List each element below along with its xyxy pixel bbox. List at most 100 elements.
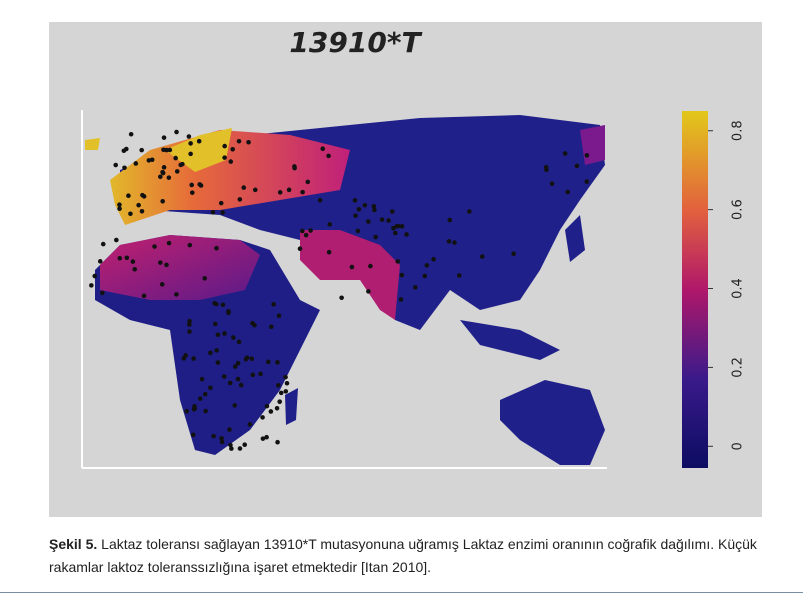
sample-site [317, 197, 323, 203]
sample-site [265, 359, 271, 365]
sample-site [213, 321, 218, 327]
sample-site [189, 182, 195, 188]
sample-site [226, 310, 231, 316]
sample-site [117, 202, 122, 208]
sample-site [353, 213, 358, 218]
sample-site [174, 129, 179, 135]
sample-site [305, 179, 311, 185]
sample-site [391, 225, 396, 231]
sample-site [252, 322, 257, 328]
sample-site [303, 232, 309, 238]
sample-site [277, 190, 283, 195]
caption: Şekil 5. Laktaz toleransı sağlayan 13910… [49, 533, 769, 579]
sample-site [242, 442, 248, 448]
sample-site [399, 272, 405, 278]
sample-site [275, 360, 280, 365]
sample-site [389, 209, 395, 214]
colorbar-tick-label: 0.2 [731, 357, 746, 378]
sample-site [278, 390, 284, 396]
sample-site [166, 240, 172, 246]
sample-site [412, 285, 418, 290]
sample-site [392, 230, 398, 236]
sample-site [219, 436, 224, 441]
sample-site [543, 164, 549, 170]
sample-site [320, 146, 326, 152]
colorbar [682, 111, 708, 468]
sample-site [237, 446, 243, 451]
sample-site [399, 224, 405, 229]
sample-site [214, 245, 219, 251]
sample-site [356, 207, 362, 212]
sample-site [292, 165, 297, 171]
sample-site [584, 153, 590, 158]
sample-site [241, 185, 247, 190]
sample-site [181, 356, 187, 361]
sample-site [159, 282, 165, 287]
sample-site [221, 374, 227, 379]
sample-site [371, 203, 377, 209]
sample-site [228, 159, 234, 164]
sample-site [158, 260, 163, 265]
sample-site [230, 146, 235, 152]
sample-site [203, 408, 208, 414]
sample-site [308, 228, 313, 233]
sample-site [184, 408, 189, 414]
map-title: 13910*T [289, 26, 422, 59]
colorbar-tick-label: 0 [731, 442, 746, 450]
sample-site [187, 318, 192, 324]
sample-site [297, 246, 303, 252]
sample-site [139, 147, 144, 153]
sample-site [97, 259, 103, 264]
sample-site [431, 256, 436, 262]
sample-site [215, 360, 221, 365]
sample-site [160, 169, 165, 175]
sample-site [237, 197, 243, 202]
sample-site [229, 446, 234, 451]
sample-site [141, 293, 147, 299]
sample-site [114, 237, 119, 243]
sample-site [186, 134, 192, 139]
sample-site [227, 380, 233, 386]
sample-site [161, 165, 167, 170]
sample-site [173, 155, 178, 161]
sample-site [227, 427, 232, 432]
sample-site [132, 266, 138, 272]
sample-site [133, 161, 139, 166]
sample-site [140, 192, 145, 198]
caption-label: Şekil 5. [49, 536, 98, 552]
sample-site [190, 190, 195, 195]
caption-text: Laktaz toleransı sağlayan 13910*T mutasy… [49, 536, 757, 575]
sample-site [152, 244, 157, 249]
sample-site [128, 131, 134, 137]
sample-site [236, 138, 242, 144]
sample-site [197, 396, 203, 401]
land [565, 215, 585, 262]
sample-site [479, 254, 485, 259]
sample-site [208, 350, 213, 356]
sample-site [215, 332, 221, 338]
sample-site [326, 153, 331, 159]
sample-site [188, 151, 193, 157]
sample-site [366, 289, 371, 294]
sample-site [164, 147, 169, 153]
land [285, 388, 298, 425]
sample-site [128, 211, 133, 217]
sample-site [130, 259, 136, 264]
colorbar-tick-label: 0.8 [731, 120, 746, 141]
sample-site [326, 249, 332, 255]
sample-site [187, 242, 193, 248]
sample-site [235, 376, 241, 382]
sample-site [117, 255, 123, 261]
sample-site [562, 151, 568, 156]
sample-site [355, 228, 361, 234]
sample-site [276, 382, 281, 388]
sample-site [202, 276, 208, 281]
sample-site [124, 146, 129, 152]
land [460, 320, 560, 360]
sample-site [192, 404, 197, 409]
land [300, 230, 400, 320]
sample-site [258, 371, 263, 377]
sample-site [188, 141, 193, 146]
sample-site [214, 301, 219, 307]
